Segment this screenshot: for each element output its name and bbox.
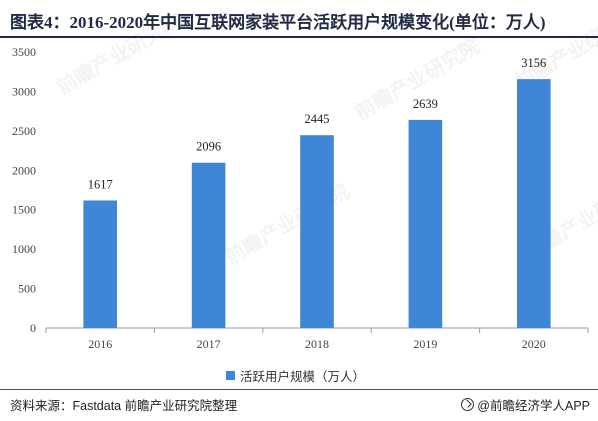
page-title: 图表4：2016-2020年中国互联网家装平台活跃用户规模变化(单位：万人) xyxy=(10,13,546,32)
bar-2018 xyxy=(300,135,334,328)
value-label-2017: 2096 xyxy=(196,140,221,154)
x-tick-label-2017: 2017 xyxy=(197,337,221,351)
bar-chart: 前瞻产业研究院前瞻产业研究院前瞻产业研究院前瞻产业研究院前瞻产业研究院05001… xyxy=(12,4,598,351)
source-note: 资料来源：Fastdata 前瞻产业研究院整理 xyxy=(10,399,238,413)
y-tick-label: 500 xyxy=(18,282,36,296)
bar-2019 xyxy=(408,119,443,328)
x-tick-label-2019: 2019 xyxy=(413,337,437,351)
brand-credit: @前瞻经济学人APP xyxy=(461,395,590,414)
value-label-2020: 3156 xyxy=(521,56,546,70)
value-label-2018: 2445 xyxy=(305,112,330,126)
y-tick-label: 2500 xyxy=(12,124,36,138)
y-tick-label: 1000 xyxy=(12,242,36,256)
x-tick-label-2016: 2016 xyxy=(88,337,112,351)
x-tick-label-2018: 2018 xyxy=(305,337,329,351)
brand-label: @前瞻经济学人APP xyxy=(477,399,590,413)
bar-2020 xyxy=(516,79,551,328)
y-tick-label: 0 xyxy=(30,321,36,335)
legend-label: 活跃用户规模（万人） xyxy=(240,370,366,384)
title-divider xyxy=(0,36,598,38)
y-tick-label: 3500 xyxy=(12,45,36,59)
y-tick-label: 1500 xyxy=(12,203,36,217)
x-tick-label-2020: 2020 xyxy=(522,337,546,351)
brand-logo-icon xyxy=(461,398,475,411)
chart-legend: 活跃用户规模（万人） xyxy=(226,366,365,385)
watermark-text: 前瞻产业研究院 xyxy=(53,9,186,100)
bar-2016 xyxy=(83,200,118,328)
footer-divider xyxy=(0,389,598,390)
bar-2017 xyxy=(191,162,226,328)
value-label-2016: 1617 xyxy=(88,177,113,191)
y-tick-label: 2000 xyxy=(12,163,36,177)
legend-swatch xyxy=(226,371,235,380)
y-tick-label: 3000 xyxy=(12,84,36,98)
value-label-2019: 2639 xyxy=(413,97,438,111)
